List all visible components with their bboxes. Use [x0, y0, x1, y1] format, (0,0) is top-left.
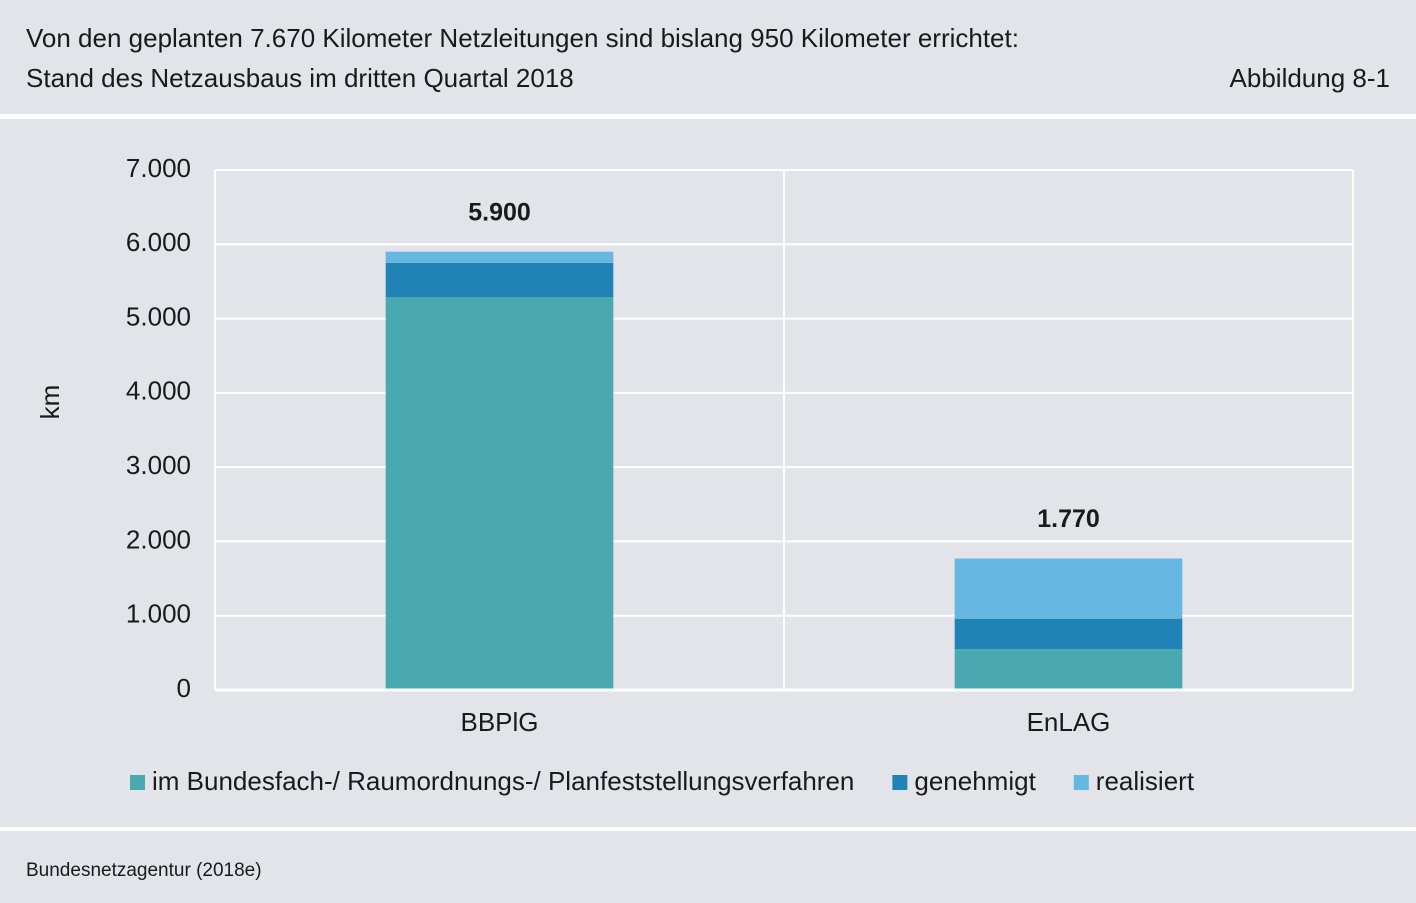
figure-number: Abbildung 8-1	[1230, 63, 1390, 93]
x-tick-label: EnLAG	[1027, 707, 1111, 737]
total-label: 5.900	[468, 198, 531, 226]
legend-label: genehmigt	[914, 766, 1036, 796]
legend-swatch	[1073, 775, 1089, 790]
bar-segment	[954, 618, 1183, 650]
y-tick-label: 5.000	[126, 301, 191, 331]
header-rule	[0, 114, 1416, 119]
bar-segment	[954, 558, 1183, 619]
y-tick-label: 0	[177, 673, 191, 703]
source: Bundesnetzagentur (2018e)	[26, 860, 262, 881]
y-tick-label: 3.000	[126, 450, 191, 480]
legend-label: realisiert	[1096, 766, 1195, 796]
y-axis-label: km	[35, 385, 65, 420]
subtitle: Stand des Netzausbaus im dritten Quartal…	[26, 63, 574, 93]
footer-rule	[0, 827, 1416, 831]
y-tick-label: 4.000	[126, 376, 191, 406]
x-tick-label: BBPlG	[460, 707, 538, 737]
y-tick-label: 1.000	[126, 599, 191, 629]
bar-segment	[385, 262, 614, 298]
y-tick-label: 6.000	[126, 227, 191, 257]
title: Von den geplanten 7.670 Kilometer Netzle…	[26, 23, 1019, 53]
legend-swatch	[130, 775, 145, 790]
legend-label: im Bundesfach-/ Raumordnungs-/ Planfests…	[152, 766, 854, 796]
y-tick-label: 2.000	[126, 524, 191, 554]
total-label: 1.770	[1037, 505, 1100, 533]
bar-segment	[385, 251, 614, 263]
bar-segment	[385, 297, 614, 690]
y-tick-label: 7.000	[126, 153, 191, 183]
bar-segment	[954, 649, 1183, 690]
legend-swatch	[892, 775, 908, 790]
